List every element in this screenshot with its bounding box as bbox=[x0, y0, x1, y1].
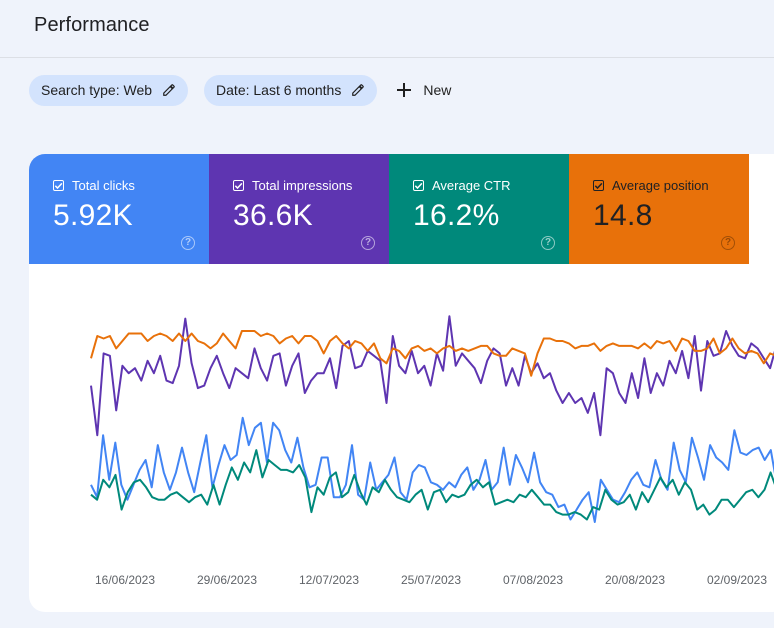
x-tick-label: 29/06/2023 bbox=[197, 573, 257, 587]
date-filter-label: Date: Last 6 months bbox=[216, 82, 342, 98]
metric-label: Total impressions bbox=[252, 178, 353, 193]
new-filter-button[interactable]: New bbox=[393, 75, 455, 106]
x-tick-label: 16/06/2023 bbox=[95, 573, 155, 587]
metric-value: 14.8 bbox=[593, 199, 653, 232]
metric-total-clicks[interactable]: Total clicks 5.92K ? bbox=[29, 154, 209, 264]
series-line-total-clicks bbox=[90, 416, 774, 523]
metric-average-ctr[interactable]: Average CTR 16.2% ? bbox=[389, 154, 569, 264]
metric-average-position[interactable]: Average position 14.8 ? bbox=[569, 154, 749, 264]
metric-value: 5.92K bbox=[53, 199, 133, 232]
series-line-total-impressions bbox=[90, 315, 774, 437]
help-icon[interactable]: ? bbox=[541, 236, 555, 250]
x-tick-label: 07/08/2023 bbox=[503, 573, 563, 587]
metric-label: Total clicks bbox=[72, 178, 135, 193]
checkbox-checked-icon[interactable] bbox=[593, 180, 604, 191]
performance-card: Total clicks 5.92K ? Total impressions 3… bbox=[29, 154, 774, 612]
x-tick-label: 20/08/2023 bbox=[605, 573, 665, 587]
chart-svg: 16/06/2023 29/06/2023 12/07/2023 25/07/2023… bbox=[90, 315, 774, 587]
filter-bar: Search type: Web Date: Last 6 months New bbox=[29, 74, 455, 106]
date-filter-chip[interactable]: Date: Last 6 months bbox=[204, 74, 378, 106]
help-icon[interactable]: ? bbox=[181, 236, 195, 250]
help-icon[interactable]: ? bbox=[361, 236, 375, 250]
checkbox-checked-icon[interactable] bbox=[53, 180, 64, 191]
x-tick-label: 02/09/2023 bbox=[707, 573, 767, 587]
metric-label: Average CTR bbox=[432, 178, 511, 193]
checkbox-checked-icon[interactable] bbox=[413, 180, 424, 191]
help-icon[interactable]: ? bbox=[721, 236, 735, 250]
x-tick-label: 25/07/2023 bbox=[401, 573, 461, 587]
plus-icon bbox=[397, 83, 412, 97]
page-title: Performance bbox=[34, 14, 150, 36]
metric-total-impressions[interactable]: Total impressions 36.6K ? bbox=[209, 154, 389, 264]
checkbox-checked-icon[interactable] bbox=[233, 180, 244, 191]
metric-label: Average position bbox=[612, 178, 709, 193]
x-tick-label: 12/07/2023 bbox=[299, 573, 359, 587]
new-filter-label: New bbox=[423, 82, 452, 98]
series-line-average-ctr bbox=[90, 449, 774, 521]
page-header: Performance bbox=[0, 0, 774, 58]
metric-value: 16.2% bbox=[413, 199, 500, 232]
series-line-average-position bbox=[90, 330, 774, 377]
search-type-filter-chip[interactable]: Search type: Web bbox=[29, 74, 189, 106]
edit-icon bbox=[163, 84, 175, 96]
metric-tabs: Total clicks 5.92K ? Total impressions 3… bbox=[29, 154, 749, 264]
edit-icon bbox=[352, 84, 365, 96]
performance-chart: 16/06/2023 29/06/2023 12/07/2023 25/07/2023… bbox=[29, 264, 774, 612]
metric-value: 36.6K bbox=[233, 199, 313, 232]
search-type-filter-label: Search type: Web bbox=[41, 82, 153, 98]
